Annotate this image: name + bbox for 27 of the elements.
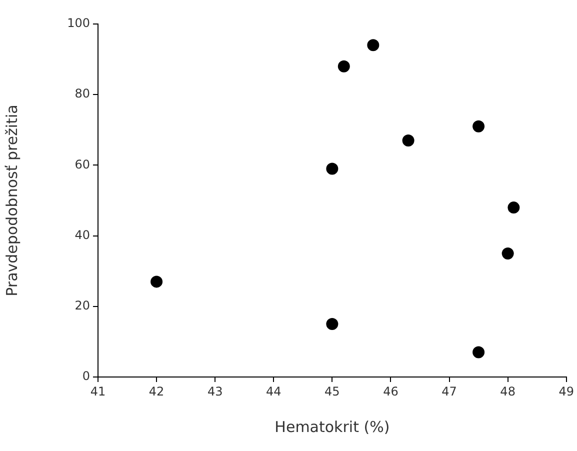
y-tick-label: 80 <box>74 86 90 101</box>
x-tick-label: 44 <box>266 384 282 398</box>
point <box>402 134 414 146</box>
y-tick-label: 60 <box>74 157 90 172</box>
point <box>326 162 338 175</box>
x-tick-label: 43 <box>207 384 223 398</box>
point <box>472 346 485 358</box>
x-tick-label: 41 <box>90 384 106 398</box>
point <box>502 247 514 260</box>
point <box>338 60 350 72</box>
point <box>367 39 380 52</box>
x-tick-label: 47 <box>442 384 457 398</box>
x-tick-label: 48 <box>500 384 516 398</box>
point <box>472 120 485 132</box>
y-tick-label: 0 <box>82 369 90 384</box>
y-axis-title: Pravdepodobnosť prežitia <box>2 104 21 296</box>
y-tick-label: 20 <box>74 298 90 313</box>
point <box>150 276 163 288</box>
x-axis-title: Hematokrit (%) <box>274 418 390 436</box>
x-tick-label: 42 <box>148 384 164 398</box>
point <box>326 318 338 330</box>
x-tick-label: 45 <box>324 384 340 398</box>
x-tick-label: 46 <box>383 384 398 398</box>
y-tick-label: 100 <box>67 16 90 30</box>
x-tick-label: 49 <box>558 384 574 398</box>
point <box>508 202 520 214</box>
y-tick-label: 40 <box>74 228 90 242</box>
